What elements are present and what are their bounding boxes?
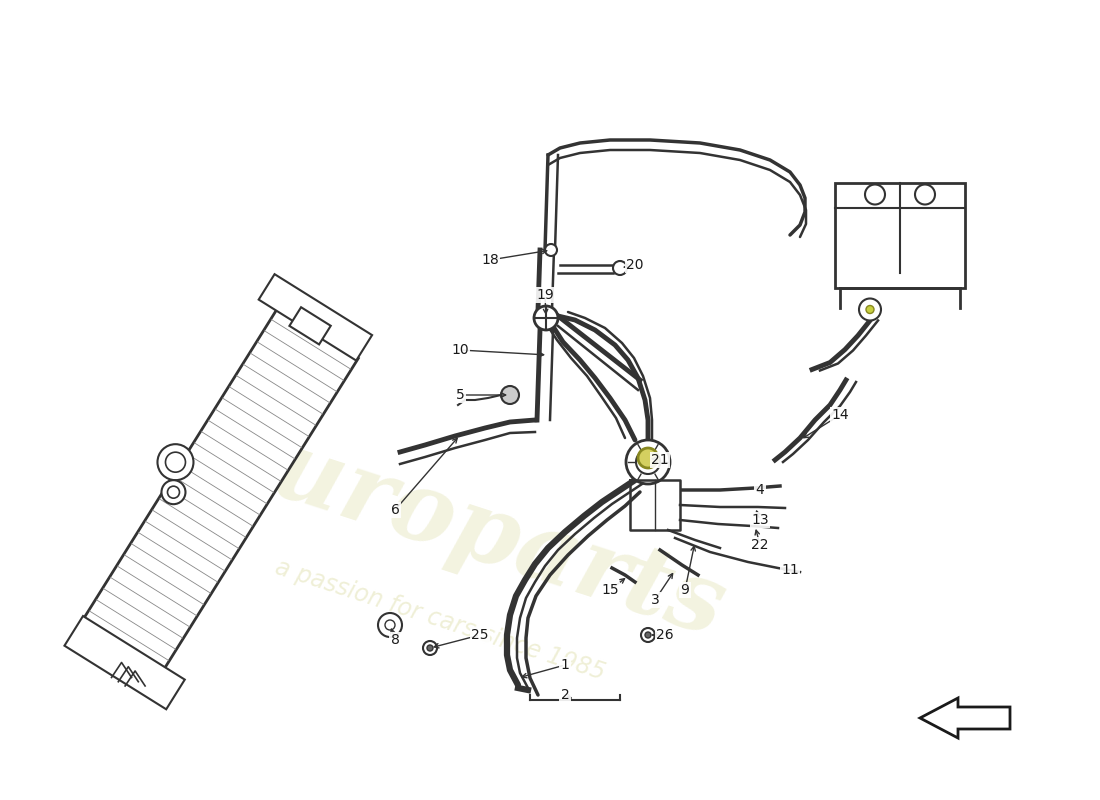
Text: europarts: europarts (204, 403, 737, 657)
Text: 1: 1 (561, 658, 570, 672)
Text: 13: 13 (751, 513, 769, 527)
Circle shape (385, 620, 395, 630)
Text: 14: 14 (832, 408, 849, 422)
Circle shape (641, 628, 654, 642)
Polygon shape (920, 698, 1010, 738)
Text: 5: 5 (455, 388, 464, 402)
Text: 20: 20 (626, 258, 644, 272)
Circle shape (500, 386, 519, 404)
Circle shape (167, 486, 179, 498)
Text: 26: 26 (657, 628, 674, 642)
Text: 19: 19 (536, 288, 554, 302)
Text: 22: 22 (751, 538, 769, 552)
Text: 11: 11 (781, 563, 799, 577)
Circle shape (378, 613, 402, 637)
Text: 3: 3 (650, 593, 659, 607)
Polygon shape (289, 307, 331, 345)
Circle shape (915, 185, 935, 205)
Circle shape (165, 452, 186, 472)
Circle shape (544, 244, 557, 256)
Circle shape (865, 185, 886, 205)
Text: 6: 6 (390, 503, 399, 517)
Text: 10: 10 (451, 343, 469, 357)
Polygon shape (65, 616, 185, 710)
Text: 2: 2 (561, 688, 570, 702)
Circle shape (866, 306, 874, 314)
Circle shape (859, 298, 881, 321)
Polygon shape (81, 308, 359, 672)
Circle shape (636, 450, 660, 474)
Circle shape (157, 444, 194, 480)
Circle shape (162, 480, 186, 504)
Circle shape (626, 440, 670, 484)
Text: 15: 15 (602, 583, 619, 597)
Circle shape (645, 632, 651, 638)
Circle shape (427, 645, 433, 651)
Text: 8: 8 (390, 633, 399, 647)
Text: 21: 21 (651, 453, 669, 467)
Circle shape (424, 641, 437, 655)
Text: 18: 18 (481, 253, 499, 267)
Polygon shape (258, 274, 372, 361)
Text: 9: 9 (681, 583, 690, 597)
Circle shape (534, 306, 558, 330)
Text: a passion for cars since 1985: a passion for cars since 1985 (272, 555, 608, 685)
Circle shape (613, 261, 627, 275)
Text: 4: 4 (756, 483, 764, 497)
Bar (835, 182, 965, 287)
Circle shape (638, 448, 658, 468)
Text: 25: 25 (471, 628, 488, 642)
